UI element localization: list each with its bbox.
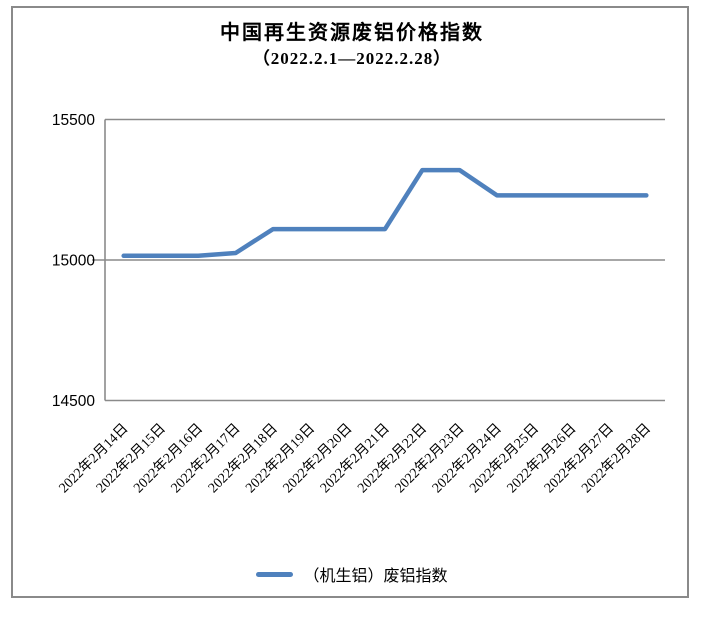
chart-subtitle: （2022.2.1—2022.2.28） [252, 49, 452, 68]
chart-frame [11, 6, 689, 598]
y-axis-tick-label: 15000 [52, 253, 95, 270]
y-axis-tick-label: 14500 [52, 393, 95, 410]
y-axis-tick-label: 15500 [52, 112, 95, 129]
chart-title: 中国再生资源废铝价格指数 [220, 22, 484, 44]
legend: （机生铝）废铝指数 [12, 562, 692, 586]
price-index-line [121, 167, 649, 259]
legend-series-label: （机生铝）废铝指数 [303, 568, 448, 585]
legend-line-swatch [256, 571, 294, 577]
